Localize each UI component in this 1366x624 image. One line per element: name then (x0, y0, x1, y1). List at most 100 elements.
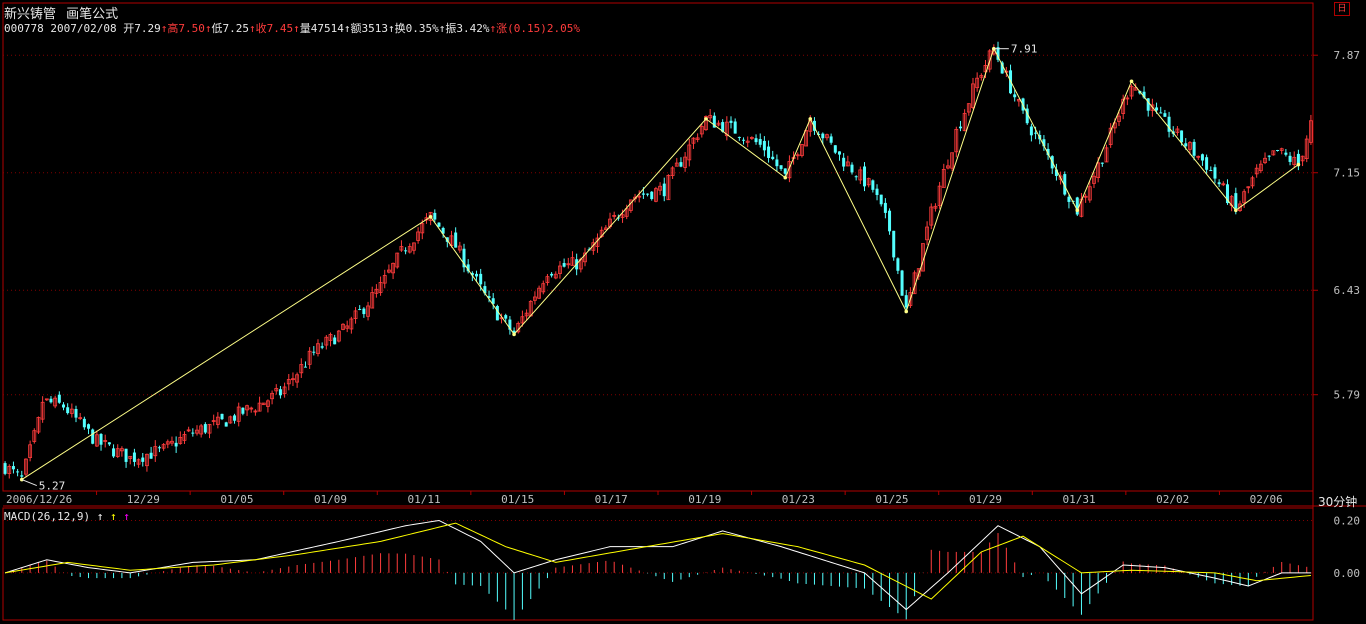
candle-body (775, 159, 779, 167)
candle-body (745, 140, 750, 143)
candle-body (817, 133, 821, 135)
candle-body (353, 310, 358, 320)
candle-body (36, 417, 41, 433)
candle-body (987, 50, 992, 70)
zigzag-vertex (704, 117, 708, 121)
up-arrow-icon: ↑ (489, 22, 497, 35)
change-value: 涨(0.15)2.05% (496, 22, 580, 35)
date-tick-label: 01/31 (1063, 493, 1096, 506)
candle-body (307, 350, 312, 365)
formula-label[interactable]: 画笔公式 (66, 7, 119, 22)
candle-body (1242, 191, 1247, 204)
candle-body (842, 157, 846, 167)
candle-body (349, 318, 354, 330)
candle-body (87, 424, 91, 429)
candle-body (94, 434, 99, 447)
volume-value: 量47514 (299, 22, 344, 35)
candle-body (545, 276, 550, 283)
candle-body (724, 121, 729, 137)
candle-body (1034, 132, 1038, 134)
candle-body (512, 330, 516, 335)
candle-body (875, 188, 879, 195)
candle-body (295, 374, 300, 383)
candle-body (245, 405, 249, 411)
candle-body (153, 446, 158, 457)
candle-body (1142, 91, 1146, 98)
candle-body (66, 407, 70, 414)
stock-code: 000778 (4, 22, 44, 35)
candle-body (191, 432, 195, 434)
candle-body (1167, 116, 1171, 132)
candle-body (758, 139, 762, 145)
candle-body (1054, 169, 1058, 176)
candle-body (336, 330, 341, 342)
candle-body (170, 440, 174, 444)
price-tick-label: 5.79 (1334, 389, 1361, 402)
zigzag-vertex (904, 309, 909, 314)
candle-body (7, 466, 12, 474)
candle-body (762, 140, 766, 151)
candle-body (646, 193, 650, 195)
macd-tick-label: 0.00 (1334, 567, 1361, 580)
candle-body (1058, 175, 1063, 180)
candle-body (1209, 170, 1213, 172)
candle-body (57, 394, 61, 403)
candle-body (249, 407, 254, 410)
zigzag-vertex (1296, 162, 1301, 167)
candle-body (508, 319, 512, 330)
candle-body (228, 416, 233, 424)
candle-body (946, 165, 950, 169)
candle-body (1288, 155, 1292, 162)
candle-body (687, 144, 692, 161)
candle-body (637, 195, 642, 198)
candle-body (91, 429, 95, 444)
candle-body (99, 433, 103, 445)
candle-body (441, 227, 445, 234)
date-tick-label: 01/05 (220, 493, 253, 506)
candle-body (1192, 141, 1196, 156)
candle-body (345, 325, 350, 329)
candle-body (541, 283, 546, 293)
candle-body (845, 161, 850, 167)
candle-body (1238, 203, 1242, 211)
candle-body (286, 379, 291, 385)
candle-body (1254, 167, 1259, 175)
candle-body (203, 424, 207, 433)
candle-body (858, 169, 863, 181)
candle-body (145, 453, 149, 467)
candle-body (395, 252, 400, 268)
candle-body (32, 430, 37, 442)
candle-body (562, 263, 566, 267)
up-arrow-icon: ↑ (293, 22, 300, 35)
candle-body (699, 126, 704, 135)
candle-body (366, 305, 370, 317)
window-restore-icon[interactable]: 日 (1334, 2, 1350, 16)
candle-body (533, 296, 537, 301)
price-tick-label: 6.43 (1334, 284, 1361, 297)
candle-body (641, 193, 645, 195)
candle-body (1067, 196, 1071, 202)
candle-body (1296, 153, 1300, 165)
macd-dea-line (5, 522, 1311, 600)
candle-body (975, 77, 980, 89)
candle-body (257, 402, 262, 412)
zigzag-vertex (1075, 208, 1080, 213)
candle-body (1108, 127, 1113, 145)
date-tick-label: 02/02 (1156, 493, 1189, 506)
candle-body (1096, 162, 1101, 178)
candle-body (783, 168, 787, 174)
candle-body (44, 398, 49, 401)
period-label[interactable]: 30分钟 (1318, 495, 1358, 509)
candle-body (1100, 162, 1104, 164)
candle-body (303, 366, 307, 368)
candle-body (333, 337, 337, 345)
macd-dif-arrow-icon: ↑ (96, 510, 104, 523)
candle-body (950, 152, 955, 169)
candle-body (78, 417, 83, 420)
candle-body (1263, 157, 1267, 164)
candle-body (107, 442, 111, 445)
candle-body (74, 409, 78, 418)
candle-body (1083, 195, 1088, 198)
candle-body (1121, 98, 1126, 114)
